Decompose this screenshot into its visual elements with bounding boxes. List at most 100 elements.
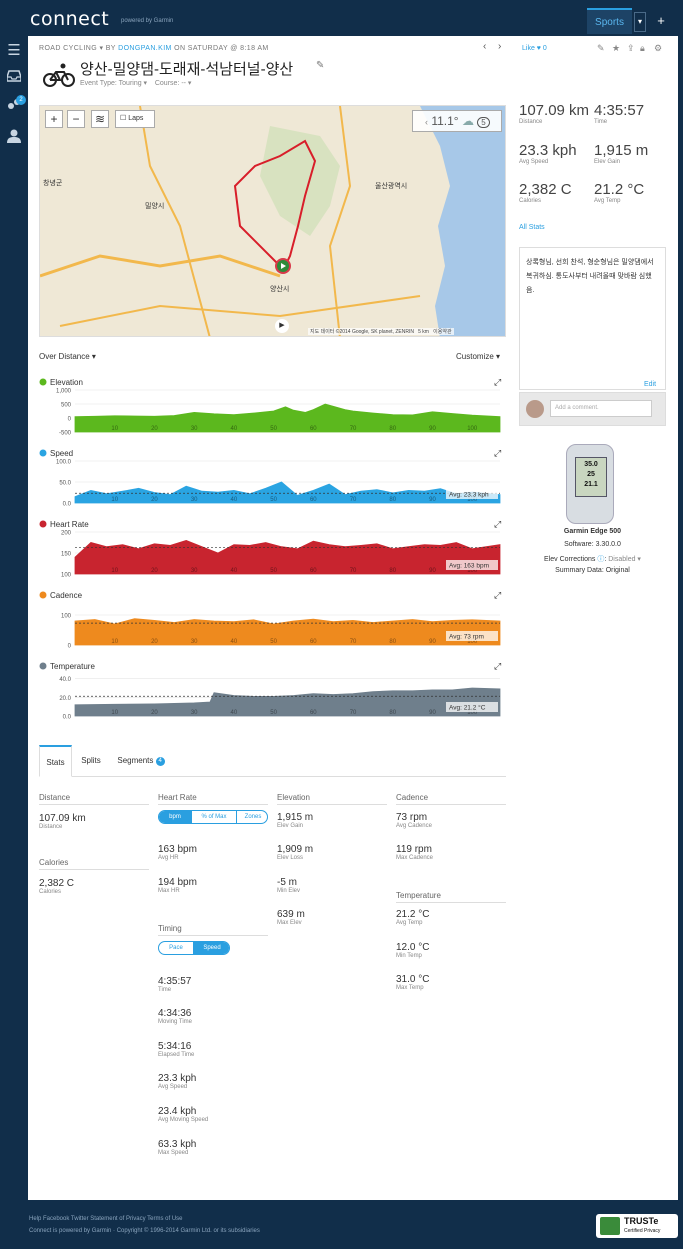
tab-segments[interactable]: Segments 4 (111, 745, 171, 777)
hr-bpm-option[interactable]: bpm (159, 811, 191, 823)
cloud-icon: ☁ (461, 114, 474, 128)
comment-input[interactable]: Add a comment. (550, 400, 652, 417)
play-route-button[interactable]: ▶ (275, 319, 289, 333)
event-type-select[interactable]: Event Type: Touring ▾ (80, 80, 148, 87)
edit-pencil-icon[interactable]: ✎ (597, 43, 605, 53)
temperature-series-area (74, 687, 501, 717)
y-tick-label: 500 (61, 403, 72, 409)
summary-distance: 107.09 km Distance (519, 102, 589, 125)
weather-prev-icon[interactable]: ‹ (425, 117, 428, 127)
x-tick-label: 100 (467, 568, 478, 574)
tab-splits[interactable]: Splits (81, 756, 101, 765)
stats-tabs: Stats Splits Segments 4 (39, 745, 506, 777)
stats-avg-cadence-value: 73 rpm (396, 812, 428, 823)
heart-rate-avg-label-bg (446, 560, 498, 570)
x-tick-label: 90 (429, 426, 436, 432)
sports-dropdown-button[interactable]: ▾ (634, 12, 646, 32)
expand-chart-icon[interactable]: ⤢ (493, 377, 501, 387)
footer-links[interactable]: Help Facebook Twitter Statement of Priva… (29, 1216, 183, 1222)
elev-corrections-select[interactable]: Disabled ▾ (608, 556, 641, 563)
x-tick-label: 20 (151, 710, 158, 716)
stats-time-label: Time (158, 987, 172, 993)
user-link[interactable]: DONGPAN.KIM (118, 45, 172, 52)
like-button[interactable]: Like ♥ 0 (522, 45, 547, 52)
hr-zones-option[interactable]: Zones (236, 811, 267, 823)
timing-speed-option[interactable]: Speed (193, 942, 229, 954)
expand-chart-icon[interactable]: ⤢ (493, 590, 501, 600)
heart-rate-legend-dot (39, 520, 47, 528)
settings-gear-icon[interactable]: ⚙ (654, 43, 663, 53)
notes-text: 상록형님, 선희 찬석, 형순형님은 밀양댐에서 복귀하심. 통도사부터 내려올… (526, 259, 654, 294)
share-icon[interactable]: ⇪ (627, 43, 635, 53)
stats-avg-speed: 23.3 kph Avg Speed (158, 1073, 196, 1090)
expand-chart-icon[interactable]: ⤢ (493, 661, 501, 671)
inbox-icon[interactable] (6, 70, 22, 84)
profile-icon[interactable] (6, 129, 22, 143)
over-distance-select[interactable]: Over Distance ▾ (39, 352, 96, 361)
truste-badge[interactable]: TRUSTe Certified Privacy (596, 1214, 678, 1238)
add-button[interactable]: + (657, 13, 665, 28)
y-tick-label: 50.0 (59, 481, 71, 487)
y-tick-label: 150 (61, 552, 72, 558)
map-copyright-text: 지도 데이터 ©2014 Google, SK planet, ZENRIN (310, 329, 414, 335)
laps-toggle[interactable]: ☐ Laps (115, 110, 155, 128)
expand-chart-icon[interactable]: ⤢ (493, 448, 501, 458)
side-nav: ☰ 2 (0, 36, 28, 1200)
zoom-out-button[interactable]: − (67, 110, 85, 128)
x-tick-label: 40 (231, 710, 238, 716)
connect-logo[interactable]: connect (30, 8, 110, 30)
device-screen-line: 25 (587, 471, 595, 478)
x-tick-label: 90 (429, 639, 436, 645)
hr-percent-max-option[interactable]: % of Max (191, 811, 236, 823)
zoom-in-button[interactable]: + (45, 110, 63, 128)
layers-icon[interactable]: ≋ (91, 110, 109, 128)
x-tick-label: 50 (270, 426, 277, 432)
truste-sub: Certified Privacy (624, 1228, 661, 1234)
x-tick-label: 30 (191, 639, 198, 645)
course-select[interactable]: Course: -- ▾ (154, 80, 192, 87)
stats-elev-loss-label: Elev Loss (277, 855, 304, 861)
stats-max-speed-value: 63.3 kph (158, 1139, 197, 1150)
speed-avg-label: Avg: 23.3 kph (449, 492, 489, 499)
stats-heart-rate: Heart Rate (158, 793, 268, 805)
summary-distance-label: Distance (519, 119, 543, 125)
truste-logo-icon (600, 1217, 620, 1235)
stats-distance: Distance 107.09 km Distance (39, 793, 149, 830)
next-activity-icon[interactable]: › (498, 41, 502, 52)
notes-edit-link[interactable]: Edit (644, 381, 657, 388)
all-stats-link[interactable]: All Stats (519, 224, 545, 231)
tab-stats[interactable]: Stats (39, 745, 72, 777)
x-tick-label: 40 (231, 568, 238, 574)
x-tick-label: 60 (310, 568, 317, 574)
y-tick-label: 200 (61, 531, 72, 537)
activity-title[interactable]: 양산-밀양댐-도래재-석남터널-양산 (80, 61, 294, 78)
help-icon[interactable]: ⓘ (597, 556, 605, 563)
prev-activity-icon[interactable]: ‹ (483, 41, 487, 52)
lock-icon[interactable]: 🔒︎ (640, 43, 645, 53)
speed-avg-label-bg (446, 489, 498, 499)
x-tick-label: 40 (231, 497, 238, 503)
x-tick-label: 90 (429, 568, 436, 574)
x-tick-label: 70 (350, 426, 357, 432)
edit-title-icon[interactable]: ✎ (316, 60, 325, 71)
timing-unit-toggle[interactable]: Pace Speed (158, 941, 230, 955)
route-map[interactable]: + − ≋ ☐ Laps ‹ 11.1° ☁ 5 울산광역시 밀양시 양산시 창… (39, 105, 506, 337)
stats-max-elev-value: 639 m (277, 909, 305, 920)
sports-tab[interactable]: Sports (587, 8, 632, 34)
map-terms-link[interactable]: 이용약관 (433, 329, 452, 335)
customize-select[interactable]: Customize ▾ (456, 352, 501, 361)
timing-pace-option[interactable]: Pace (169, 945, 183, 951)
x-tick-label: 80 (389, 426, 396, 432)
hr-unit-toggle[interactable]: bpm % of Max Zones (158, 810, 268, 824)
x-tick-label: 50 (270, 568, 277, 574)
x-tick-label: 60 (310, 497, 317, 503)
stats-min-elev-value: -5 m (277, 877, 297, 888)
x-tick-label: 30 (191, 497, 198, 503)
menu-icon[interactable]: ☰ (7, 42, 21, 59)
activity-type-link[interactable]: ROAD CYCLING (39, 45, 98, 52)
favorite-star-icon[interactable]: ★ (612, 43, 621, 53)
y-tick-label: 0 (68, 644, 72, 650)
expand-chart-icon[interactable]: ⤢ (493, 519, 501, 529)
x-tick-label: 70 (350, 639, 357, 645)
weather-widget[interactable]: ‹ 11.1° ☁ 5 (412, 110, 502, 132)
